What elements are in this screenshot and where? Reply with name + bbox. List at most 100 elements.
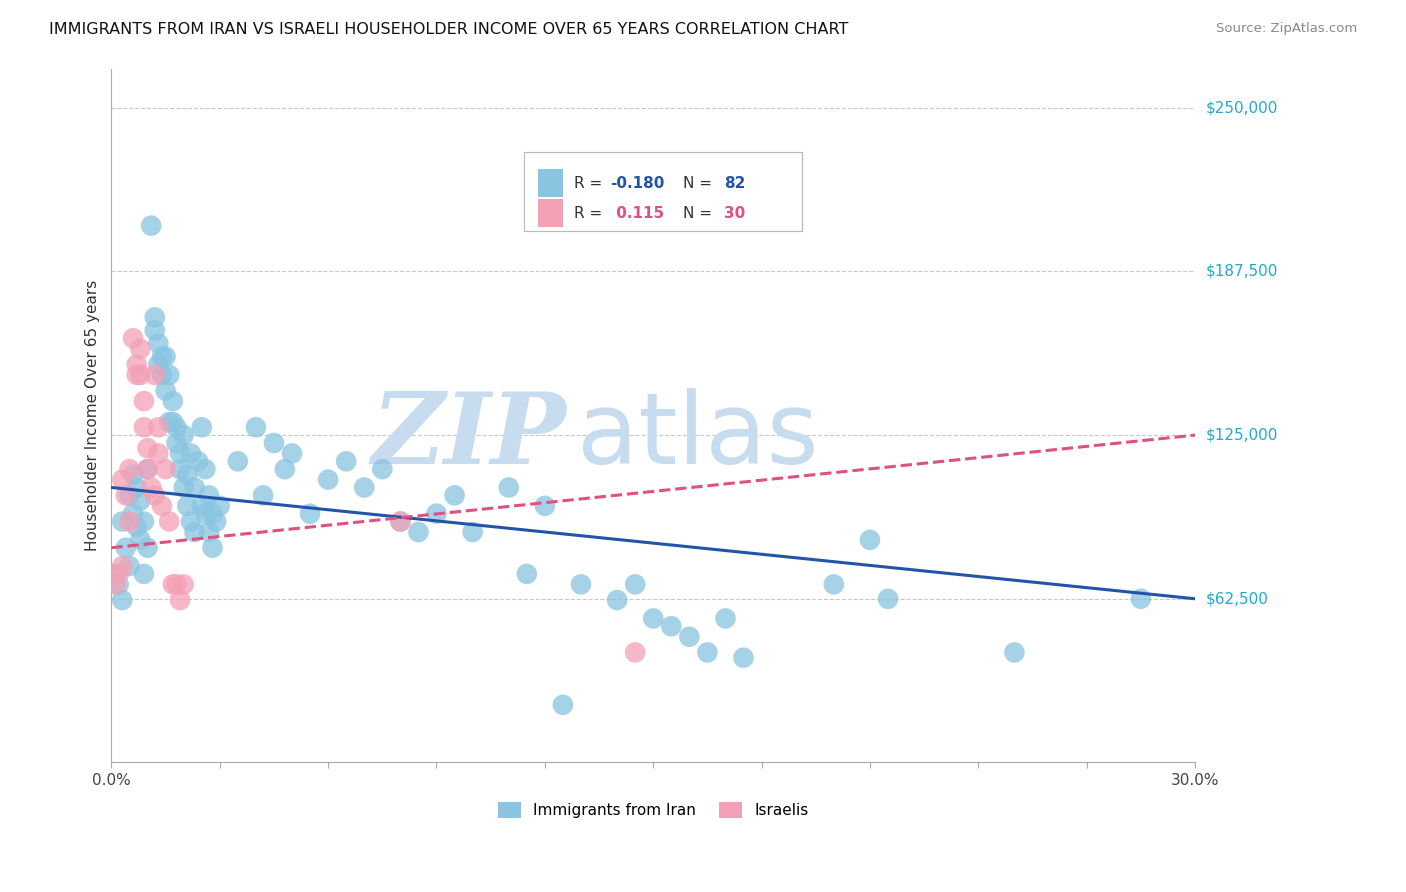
Text: atlas: atlas [578, 388, 818, 484]
Point [132, 566, 155, 581]
Point [263, 436, 285, 450]
Point [157, 515, 180, 529]
Point [678, 630, 700, 644]
Point [132, 394, 155, 409]
Point [148, 446, 170, 460]
Point [111, 473, 134, 487]
Point [183, 481, 205, 495]
Point [198, 488, 221, 502]
Point [136, 541, 159, 555]
Point [316, 473, 339, 487]
Point [129, 493, 152, 508]
Point [371, 462, 394, 476]
Point [624, 645, 647, 659]
Point [389, 515, 412, 529]
Point [551, 698, 574, 712]
Point [733, 650, 755, 665]
Point [877, 591, 900, 606]
Point [125, 520, 148, 534]
Y-axis label: Householder Income Over 65 years: Householder Income Over 65 years [86, 280, 100, 551]
Point [122, 467, 145, 482]
Point [624, 577, 647, 591]
Point [534, 499, 557, 513]
Point [335, 454, 357, 468]
Legend: Immigrants from Iran, Israelis: Immigrants from Iran, Israelis [492, 796, 814, 824]
Point [132, 515, 155, 529]
Point [150, 368, 173, 382]
Point [122, 507, 145, 521]
Point [461, 524, 484, 539]
Point [143, 323, 166, 337]
Point [165, 577, 187, 591]
Text: IMMIGRANTS FROM IRAN VS ISRAELI HOUSEHOLDER INCOME OVER 65 YEARS CORRELATION CHA: IMMIGRANTS FROM IRAN VS ISRAELI HOUSEHOL… [49, 22, 849, 37]
Point [226, 454, 249, 468]
Point [118, 559, 141, 574]
Point [281, 446, 304, 460]
Point [425, 507, 447, 521]
Point [389, 515, 412, 529]
Text: N =: N = [683, 176, 717, 191]
Point [201, 541, 224, 555]
Bar [538, 200, 564, 227]
Point [516, 566, 538, 581]
Point [194, 462, 217, 476]
Point [115, 541, 138, 555]
Point [187, 454, 209, 468]
Point [125, 368, 148, 382]
Text: 0.115: 0.115 [610, 206, 664, 221]
Text: Source: ZipAtlas.com: Source: ZipAtlas.com [1216, 22, 1357, 36]
Point [823, 577, 845, 591]
Point [143, 310, 166, 325]
Point [107, 577, 129, 591]
Point [606, 593, 628, 607]
Point [129, 533, 152, 547]
Point [162, 577, 184, 591]
Text: $125,000: $125,000 [1206, 427, 1278, 442]
Point [245, 420, 267, 434]
Point [252, 488, 274, 502]
Point [208, 499, 231, 513]
Point [498, 481, 520, 495]
Point [176, 467, 198, 482]
Point [129, 342, 152, 356]
Point [1004, 645, 1026, 659]
Point [176, 499, 198, 513]
Point [859, 533, 882, 547]
Point [165, 420, 187, 434]
Text: $250,000: $250,000 [1206, 100, 1278, 115]
Point [408, 524, 430, 539]
Point [104, 566, 127, 581]
Point [205, 515, 228, 529]
Point [139, 219, 162, 233]
Point [150, 499, 173, 513]
Point [162, 394, 184, 409]
Point [107, 566, 129, 581]
Point [139, 481, 162, 495]
Point [169, 462, 191, 476]
Point [136, 441, 159, 455]
Point [136, 462, 159, 476]
Point [443, 488, 465, 502]
Text: 30: 30 [724, 206, 745, 221]
Point [136, 462, 159, 476]
Point [129, 368, 152, 382]
Text: N =: N = [683, 206, 717, 221]
Point [198, 524, 221, 539]
Point [132, 420, 155, 434]
Text: -0.180: -0.180 [610, 176, 665, 191]
Bar [538, 169, 564, 197]
Point [111, 559, 134, 574]
Point [173, 481, 195, 495]
Text: ZIP: ZIP [371, 388, 567, 484]
Point [104, 577, 127, 591]
Point [148, 336, 170, 351]
Point [169, 593, 191, 607]
Point [125, 481, 148, 495]
Point [183, 524, 205, 539]
Point [169, 446, 191, 460]
Point [148, 358, 170, 372]
Point [190, 420, 212, 434]
Point [353, 481, 375, 495]
Point [143, 368, 166, 382]
Point [118, 515, 141, 529]
